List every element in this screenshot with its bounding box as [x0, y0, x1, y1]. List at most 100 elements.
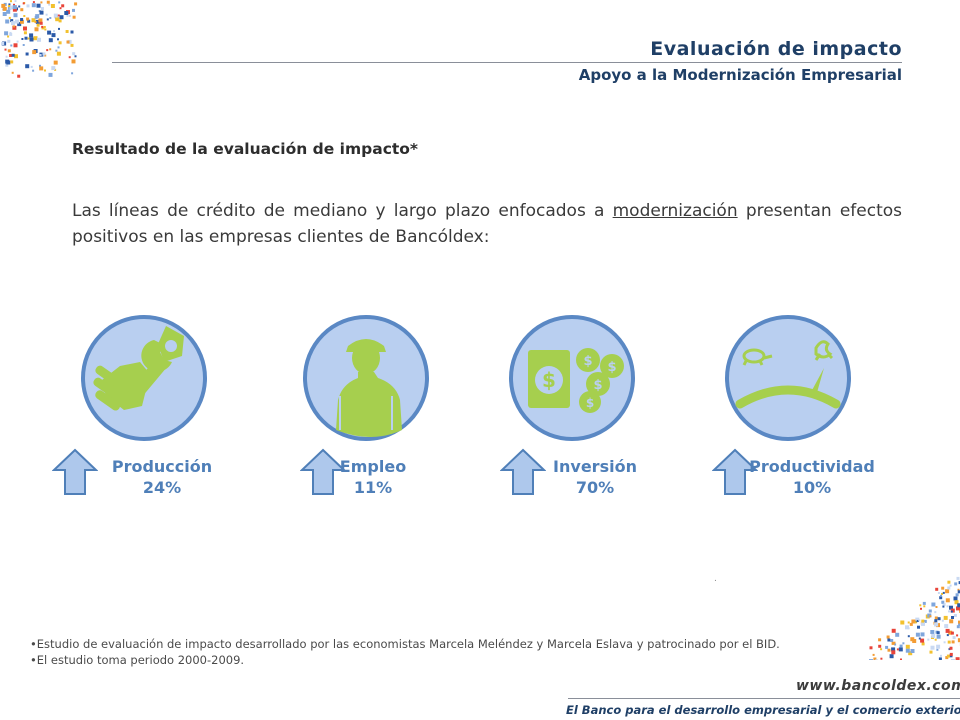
logo-dot — [958, 620, 960, 624]
logo-dot — [869, 659, 873, 660]
logo-dot — [946, 634, 949, 637]
money-coins-icon: $ $ $ $ $ — [509, 315, 635, 441]
logo-dot — [32, 50, 37, 55]
logo-dot — [930, 630, 935, 634]
logo-dot — [949, 605, 953, 610]
logo-dot — [942, 605, 945, 608]
footnotes: •Estudio de evaluación de impacto desarr… — [30, 636, 910, 668]
logo-dot — [51, 66, 56, 71]
investment-circle: $ $ $ $ $ — [508, 314, 636, 442]
logo-dot — [48, 3, 51, 6]
intro-underlined-word: modernización — [612, 201, 738, 221]
logo-dot — [954, 600, 959, 605]
logo-dot — [6, 9, 11, 14]
metric-value: 70% — [575, 478, 615, 497]
logo-dot — [22, 44, 25, 46]
logo-dot — [39, 54, 42, 56]
logo-dot — [956, 634, 959, 637]
logo-dot — [922, 601, 926, 605]
logo-dot — [950, 610, 953, 613]
logo-dot — [928, 609, 932, 613]
logo-dot — [899, 644, 903, 648]
logo-dot — [945, 656, 949, 660]
logo-dot — [5, 55, 8, 58]
logo-dot — [64, 11, 69, 15]
logo-dot — [940, 654, 942, 657]
logo-dot — [7, 39, 11, 43]
logo-dot — [12, 5, 17, 10]
logo-dot — [943, 615, 948, 620]
logo-dot — [11, 71, 14, 74]
logo-dot — [10, 0, 12, 3]
logo-dot — [18, 5, 21, 8]
svg-text:$: $ — [583, 354, 592, 369]
logo-dot — [937, 592, 940, 594]
logo-dot — [939, 596, 943, 600]
logo-dot — [886, 635, 890, 639]
logo-dot — [951, 659, 955, 660]
logo-dot — [32, 69, 35, 72]
logo-dot — [956, 625, 960, 629]
logo-dot — [43, 26, 46, 28]
logo-dot — [929, 650, 933, 654]
logo-dot — [880, 648, 883, 651]
logo-dot — [7, 6, 11, 10]
logo-dot — [952, 636, 956, 640]
logo-dot — [27, 19, 31, 23]
logo-dot — [953, 596, 958, 601]
logo-dot — [907, 621, 910, 624]
logo-dot — [896, 648, 899, 651]
logo-dot — [10, 44, 13, 47]
logo-dot — [934, 616, 938, 620]
logo-dot — [66, 40, 70, 44]
logo-dot — [895, 632, 900, 637]
logo-dot — [940, 594, 942, 597]
logo-dot — [947, 580, 951, 584]
intro-text-start: Las líneas de crédito de mediano y largo… — [72, 201, 613, 221]
logo-dot — [921, 642, 925, 646]
header-divider — [112, 62, 902, 63]
logo-dot — [955, 657, 960, 660]
intro-text-end: presentan efectos positivos en las empre… — [72, 201, 902, 247]
logo-dot — [72, 15, 76, 19]
logo-dot — [907, 635, 910, 638]
logo-dot — [934, 619, 938, 623]
metric-value: 10% — [792, 478, 832, 497]
logo-dot — [942, 602, 946, 606]
logo-dot — [25, 52, 29, 56]
logo-dot — [936, 634, 941, 639]
logo-dot — [898, 647, 903, 652]
up-arrow-icon — [500, 448, 546, 495]
logo-dot — [944, 624, 949, 629]
logo-dot — [42, 52, 46, 56]
logo-dot — [19, 19, 24, 24]
logo-dot — [50, 4, 55, 8]
logo-dot — [5, 19, 10, 24]
logo-dot — [891, 650, 896, 655]
logo-dot — [900, 620, 905, 625]
logo-dot — [951, 616, 954, 619]
logo-dot — [10, 60, 14, 64]
footer-tagline: El Banco para el desarrollo empresarial … — [566, 703, 960, 717]
logo-dot — [22, 2, 25, 5]
metric-value: 11% — [353, 478, 393, 497]
logo-dot — [56, 51, 61, 56]
speed-gauge-icon — [725, 315, 851, 441]
logo-dot — [11, 53, 15, 57]
logo-dot — [9, 5, 14, 10]
production-circle — [80, 314, 208, 442]
logo-dot — [941, 586, 945, 590]
logo-dot — [26, 17, 30, 21]
logo-dot — [905, 625, 909, 630]
logo-dot — [949, 584, 952, 587]
logo-dot — [908, 651, 913, 656]
logo-dot — [880, 657, 883, 660]
logo-dot — [34, 15, 38, 19]
logo-dot — [958, 622, 960, 626]
metric-value: 24% — [142, 478, 182, 497]
logo-dot — [49, 48, 52, 51]
logo-dot — [878, 638, 882, 642]
logo-dot — [53, 13, 58, 18]
logo-dot — [12, 7, 17, 12]
worker-silhouette-icon — [303, 315, 429, 441]
